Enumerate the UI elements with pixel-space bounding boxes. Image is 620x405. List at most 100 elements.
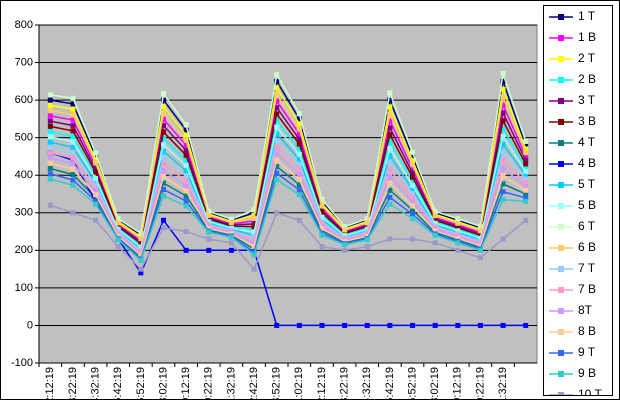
- data-point: [296, 161, 302, 167]
- data-point: [47, 118, 53, 124]
- data-point: [183, 147, 189, 153]
- data-point: [432, 217, 438, 223]
- legend-label: 1 T: [578, 9, 596, 23]
- data-point: [251, 215, 257, 221]
- data-point: [138, 230, 144, 236]
- series-line: [50, 92, 527, 240]
- data-point: [93, 188, 99, 194]
- legend-marker: [558, 14, 564, 20]
- data-point: [455, 216, 461, 222]
- x-tick-label: 18:02:19: [157, 367, 169, 400]
- data-point: [70, 161, 76, 167]
- data-point: [387, 153, 393, 159]
- data-point: [70, 106, 76, 112]
- data-point: [296, 182, 302, 188]
- data-point: [93, 198, 99, 204]
- series-line: [50, 85, 527, 239]
- axes: -100 0 100 200 300 400 500 600 700 800 12:12:19 13:…: [11, 19, 515, 405]
- legend-marker: [558, 224, 564, 230]
- data-point: [183, 178, 189, 184]
- data-point: [70, 155, 76, 161]
- data-point: [93, 201, 99, 207]
- data-point: [455, 228, 461, 234]
- x-tick-label: 1:02:19: [293, 367, 305, 400]
- data-point: [206, 216, 212, 222]
- data-point: [342, 224, 348, 230]
- data-point: [183, 162, 189, 168]
- data-point: [47, 108, 53, 114]
- legend-marker: [558, 308, 564, 314]
- data-point: [477, 243, 483, 249]
- legend-marker: [558, 35, 564, 41]
- data-point: [319, 210, 325, 216]
- legend-marker: [558, 56, 564, 62]
- y-tick-label: 200: [15, 244, 33, 256]
- data-point: [319, 232, 325, 238]
- data-point: [115, 226, 121, 232]
- data-point: [93, 176, 99, 182]
- data-point: [274, 85, 280, 91]
- data-point: [477, 255, 483, 261]
- data-point: [477, 322, 483, 328]
- data-point: [70, 112, 76, 118]
- data-point: [183, 158, 189, 164]
- data-point: [183, 173, 189, 179]
- y-tick-label: 0: [27, 319, 33, 331]
- data-point: [387, 167, 393, 173]
- legend-label: 5 T: [578, 177, 596, 191]
- data-point: [206, 212, 212, 218]
- data-point: [523, 153, 529, 159]
- data-point: [93, 153, 99, 159]
- data-point: [523, 168, 529, 174]
- data-point: [93, 185, 99, 191]
- data-point: [364, 226, 370, 232]
- data-point: [138, 257, 144, 263]
- legend-marker: [558, 119, 564, 125]
- data-point: [93, 217, 99, 223]
- data-point: [93, 160, 99, 166]
- data-point: [523, 199, 529, 205]
- data-point: [183, 247, 189, 253]
- data-point: [115, 233, 121, 239]
- x-tick-label: 23:52:19: [271, 367, 283, 400]
- data-point: [70, 210, 76, 216]
- data-point: [342, 322, 348, 328]
- data-point: [523, 150, 529, 156]
- data-point: [387, 236, 393, 242]
- data-point: [70, 95, 76, 101]
- legend-label: 3 B: [578, 114, 596, 128]
- x-tick-label: 2:12:19: [316, 367, 328, 400]
- series-line: [50, 132, 527, 251]
- data-point: [138, 241, 144, 247]
- data-point: [387, 111, 393, 117]
- data-point: [183, 122, 189, 128]
- data-point: [477, 247, 483, 253]
- data-point: [500, 126, 506, 132]
- data-point: [523, 195, 529, 201]
- data-point: [251, 224, 257, 230]
- data-point: [47, 134, 53, 140]
- data-point: [523, 180, 529, 186]
- data-point: [432, 208, 438, 214]
- data-point: [161, 186, 166, 192]
- data-point: [410, 170, 415, 176]
- x-tick-label: 4:32:19: [361, 367, 373, 400]
- data-point: [183, 203, 189, 209]
- data-point: [410, 191, 415, 197]
- data-point: [274, 150, 280, 156]
- data-point: [296, 192, 302, 198]
- data-point: [251, 252, 257, 258]
- data-point: [115, 224, 121, 230]
- series-line: [50, 178, 526, 262]
- data-point: [387, 146, 393, 152]
- data-point: [387, 187, 393, 193]
- data-point: [523, 165, 529, 171]
- y-tick-label: 600: [15, 94, 33, 106]
- data-point: [364, 220, 370, 226]
- data-point: [342, 227, 348, 233]
- data-point: [70, 171, 76, 177]
- data-point: [432, 228, 438, 234]
- data-point: [364, 216, 370, 222]
- data-point: [387, 118, 393, 124]
- series-line: [50, 105, 527, 244]
